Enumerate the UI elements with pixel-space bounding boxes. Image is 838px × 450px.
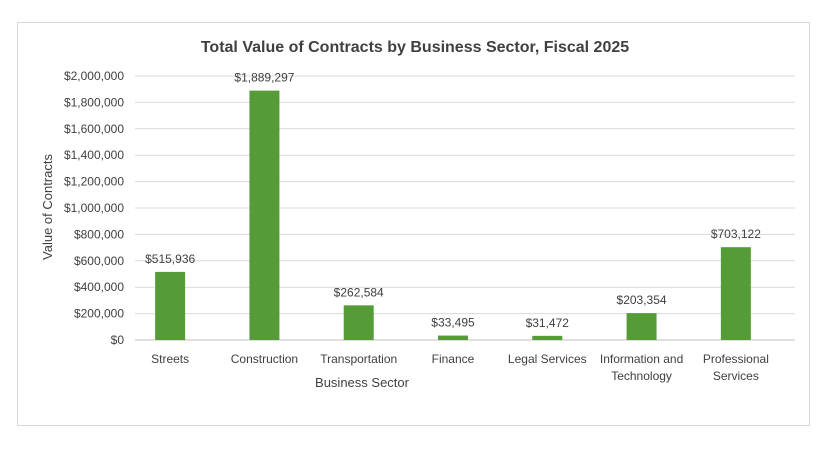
data-label: $515,936	[145, 252, 195, 266]
x-axis-categories: Streets Construction Transportation Finance…	[151, 352, 769, 383]
x-tick-label-line: Services	[713, 369, 759, 383]
x-tick-label-line: Finance	[432, 352, 475, 366]
y-tick-label: $0	[111, 333, 125, 347]
x-tick-label: Finance	[432, 352, 475, 366]
x-tick-label-line: Construction	[231, 352, 298, 366]
data-label: $262,584	[334, 285, 384, 299]
x-tick-label-line: Transportation	[320, 352, 397, 366]
x-axis-title: Business Sector	[315, 375, 410, 390]
y-tick-label: $1,000,000	[64, 201, 124, 215]
bar	[249, 90, 280, 340]
x-tick-label-line: Legal Services	[508, 352, 587, 366]
bar	[532, 335, 563, 340]
bars	[155, 90, 751, 340]
x-tick-label: Construction	[231, 352, 298, 366]
y-tick-label: $400,000	[74, 280, 124, 294]
y-tick-label: $200,000	[74, 307, 124, 321]
y-axis-ticks: $0 $200,000 $400,000 $600,000 $800,000 $1,000…	[64, 69, 124, 347]
bar	[626, 313, 657, 340]
y-tick-label: $1,800,000	[64, 95, 124, 109]
x-tick-label-line: Technology	[611, 369, 672, 383]
x-tick-label: Information and Technology	[600, 352, 683, 383]
y-tick-label: $1,600,000	[64, 122, 124, 136]
bar	[343, 305, 374, 340]
y-tick-label: $1,400,000	[64, 148, 124, 162]
chart-frame	[17, 22, 810, 426]
y-tick-label: $800,000	[74, 227, 124, 241]
x-tick-label: Professional Services	[703, 352, 769, 383]
data-label: $203,354	[617, 293, 667, 307]
x-tick-label-line: Streets	[151, 352, 189, 366]
x-tick-label: Legal Services	[508, 352, 587, 366]
bar	[720, 247, 751, 340]
x-tick-label-line: Information and	[600, 352, 683, 366]
y-axis-title: Value of Contracts	[40, 154, 55, 260]
bar	[438, 335, 468, 340]
x-tick-label: Streets	[151, 352, 189, 366]
y-tick-label: $600,000	[74, 254, 124, 268]
data-labels: $515,936 $1,889,297 $262,584 $33,495 $31,472…	[145, 71, 761, 330]
x-tick-label-line: Professional	[703, 352, 769, 366]
y-tick-label: $1,200,000	[64, 175, 124, 189]
bar	[155, 271, 186, 340]
x-tick-label: Transportation	[320, 352, 397, 366]
data-label: $1,889,297	[234, 71, 294, 85]
gridlines	[135, 75, 795, 341]
data-label: $703,122	[711, 227, 761, 241]
y-tick-label: $2,000,000	[64, 69, 124, 83]
data-label: $31,472	[526, 316, 570, 330]
data-label: $33,495	[431, 316, 475, 330]
chart-title: Total Value of Contracts by Business Sec…	[201, 39, 629, 56]
